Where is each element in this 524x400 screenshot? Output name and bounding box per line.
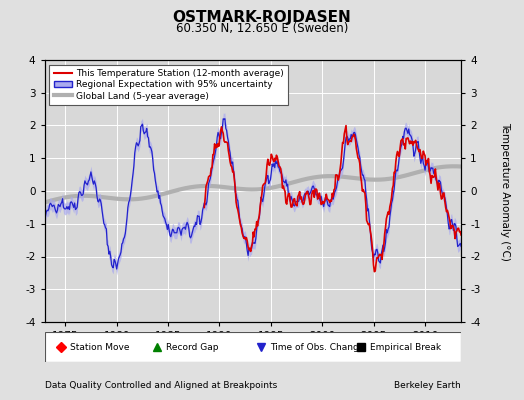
Legend: This Temperature Station (12-month average), Regional Expectation with 95% uncer: This Temperature Station (12-month avera…	[49, 64, 288, 105]
Text: OSTMARK-ROJDASEN: OSTMARK-ROJDASEN	[172, 10, 352, 25]
Text: Data Quality Controlled and Aligned at Breakpoints: Data Quality Controlled and Aligned at B…	[45, 381, 277, 390]
FancyBboxPatch shape	[45, 332, 461, 362]
Y-axis label: Temperature Anomaly (°C): Temperature Anomaly (°C)	[500, 122, 510, 260]
Text: Time of Obs. Change: Time of Obs. Change	[270, 342, 365, 352]
Text: Empirical Break: Empirical Break	[370, 342, 441, 352]
Text: Record Gap: Record Gap	[166, 342, 219, 352]
Text: 60.350 N, 12.650 E (Sweden): 60.350 N, 12.650 E (Sweden)	[176, 22, 348, 35]
Text: Station Move: Station Move	[70, 342, 130, 352]
Text: Berkeley Earth: Berkeley Earth	[395, 381, 461, 390]
